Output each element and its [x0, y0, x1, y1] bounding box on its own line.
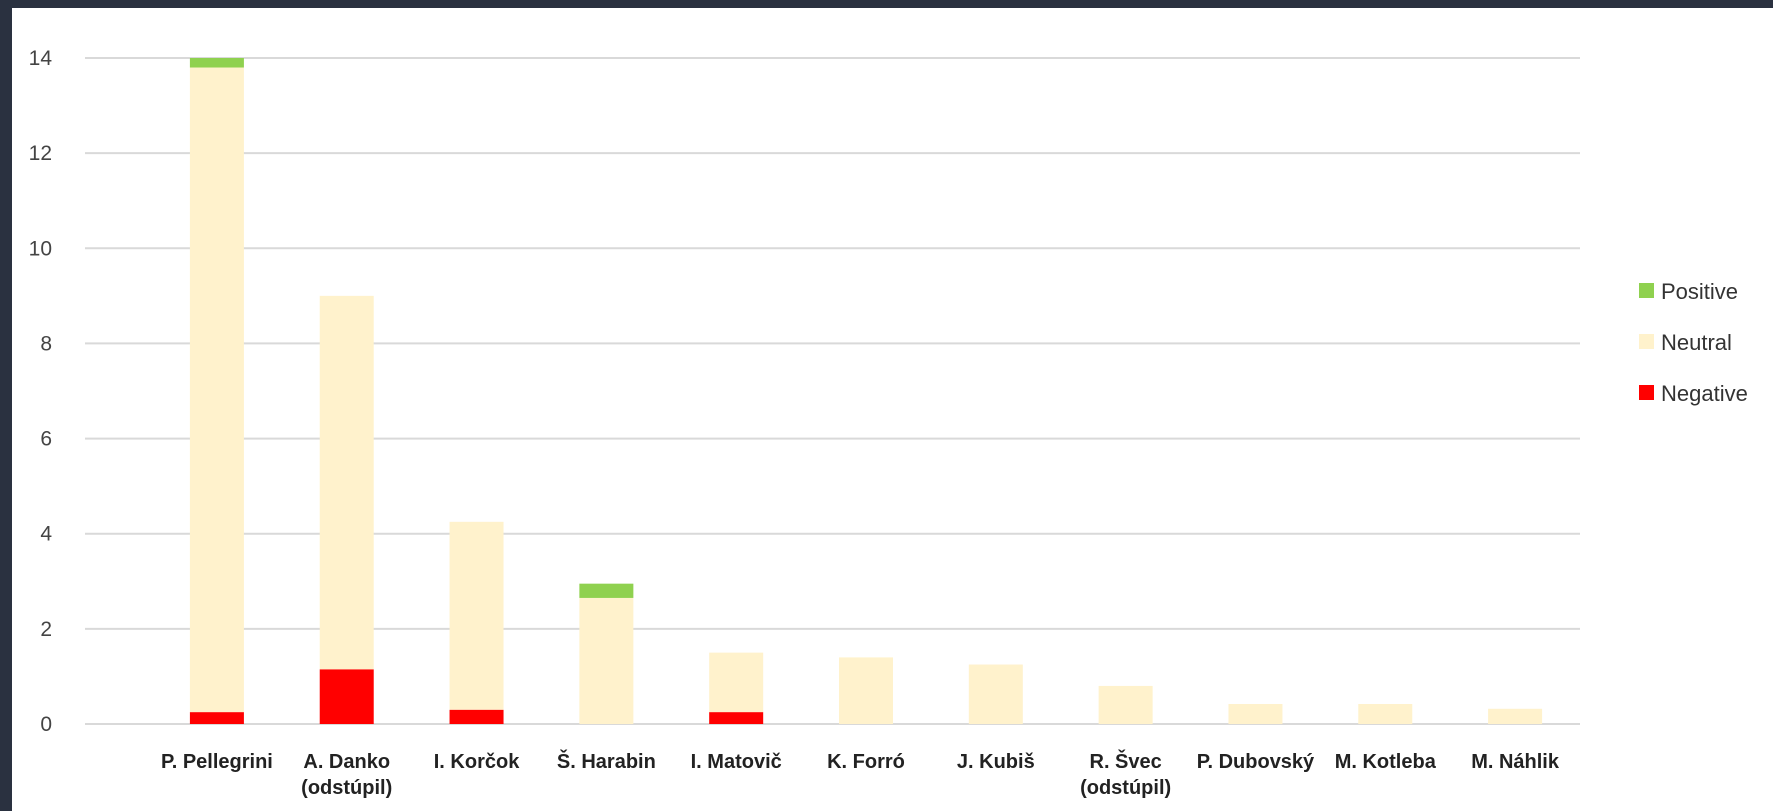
legend-label-negative: Negative — [1661, 381, 1748, 406]
bar-segment-neutral — [709, 652, 764, 713]
x-tick-label: I. Korčok — [434, 751, 520, 773]
x-tick-label: M. Náhlik — [1471, 751, 1560, 773]
bar-segment-negative — [319, 669, 374, 724]
x-tick-label: A. Danko — [303, 751, 390, 773]
x-tick-label: M. Kotleba — [1335, 751, 1437, 773]
bar-segment-neutral — [319, 295, 374, 670]
x-tick-label: (odstúpil) — [1080, 777, 1171, 799]
gridlines — [85, 57, 1580, 725]
y-tick-label: 6 — [40, 428, 52, 451]
legend: Positive Neutral Negative — [1639, 279, 1748, 406]
bar-segment-neutral — [1228, 704, 1283, 724]
bar-segment-neutral — [839, 657, 893, 724]
x-tick-label: (odstúpil) — [301, 777, 392, 799]
x-tick-label: I. Matovič — [691, 751, 782, 773]
bar-segment-negative — [449, 709, 504, 724]
y-tick-label: 10 — [29, 237, 52, 260]
bar-segment-neutral — [189, 67, 244, 713]
legend-swatch-negative — [1639, 385, 1654, 400]
y-tick-label: 0 — [40, 713, 52, 736]
bar-segment-positive — [579, 583, 634, 598]
x-tick-label: J. Kubiš — [957, 751, 1035, 773]
y-tick-label: 2 — [40, 618, 52, 641]
bar-segment-negative — [709, 712, 764, 724]
bar-segment-neutral — [449, 521, 504, 710]
legend-swatch-neutral — [1639, 334, 1654, 349]
legend-swatch-positive — [1639, 283, 1654, 298]
y-tick-label: 8 — [40, 332, 52, 355]
stacked-bar-chart: 0 2 4 6 8 10 12 14 P. Pellegrini A. Danko (odstúp… — [29, 47, 1748, 799]
x-tick-label: K. Forró — [827, 751, 905, 773]
y-axis-ticks: 0 2 4 6 8 10 12 14 — [29, 47, 53, 736]
bar-segment-neutral — [1358, 704, 1413, 724]
bar-segment-neutral — [968, 664, 1023, 724]
y-tick-label: 4 — [40, 523, 52, 546]
x-tick-label: Š. Harabin — [557, 749, 656, 773]
x-tick-label: P. Pellegrini — [161, 751, 273, 773]
legend-label-positive: Positive — [1661, 279, 1738, 304]
x-axis-ticks: P. Pellegrini A. Danko (odstúpil) I. Korčok… — [161, 749, 1560, 799]
bars — [189, 58, 1543, 724]
legend-label-neutral: Neutral — [1661, 330, 1732, 355]
x-tick-label: R. Švec — [1090, 749, 1162, 773]
bar-segment-positive — [189, 58, 244, 68]
bar-segment-neutral — [579, 597, 634, 724]
y-tick-label: 12 — [29, 142, 52, 165]
y-tick-label: 14 — [29, 47, 53, 70]
x-tick-label: P. Dubovský — [1197, 751, 1315, 773]
bar-segment-neutral — [1488, 708, 1543, 724]
chart-frame: 0 2 4 6 8 10 12 14 P. Pellegrini A. Danko (odstúp… — [12, 8, 1773, 811]
bar-segment-negative — [189, 712, 244, 724]
bar-segment-neutral — [1098, 685, 1153, 724]
